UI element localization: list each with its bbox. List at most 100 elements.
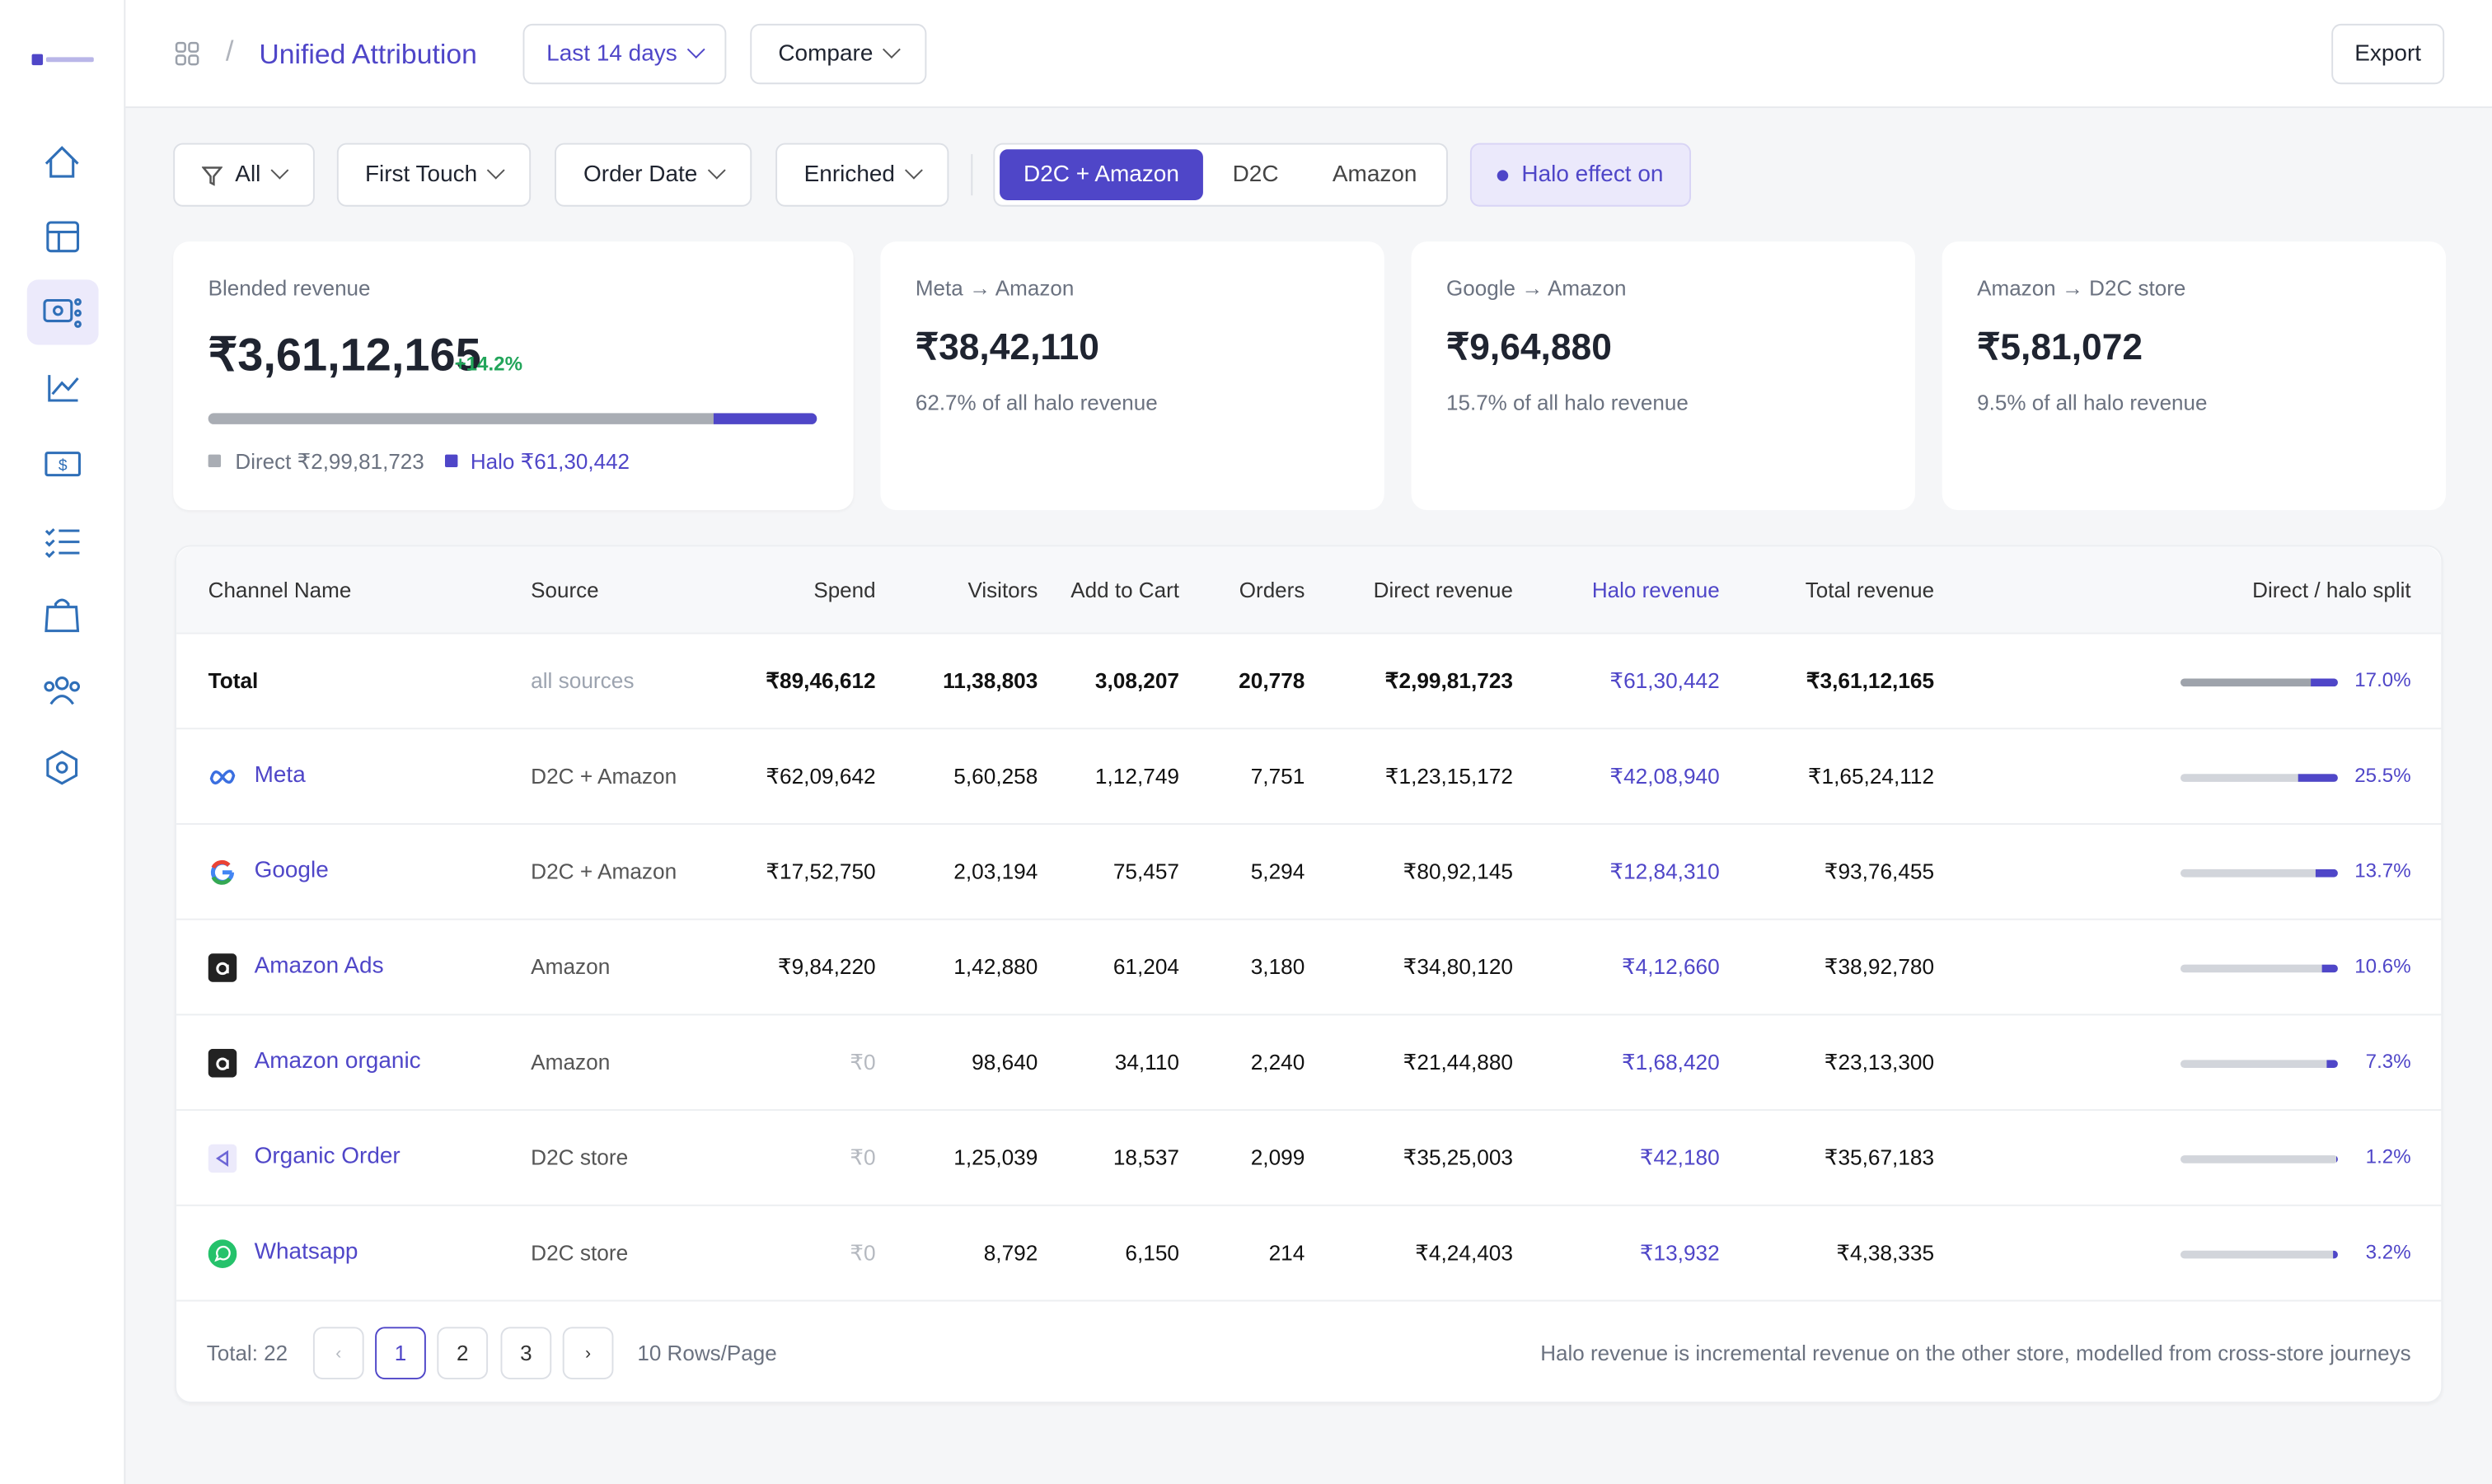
halo-toggle[interactable]: Halo effect on	[1469, 143, 1691, 207]
cell: ₹35,25,003	[1403, 1145, 1513, 1170]
cell[interactable]: Amazon Ads	[254, 953, 384, 979]
split-pct: 25.5%	[2354, 764, 2411, 787]
cell[interactable]: Organic Order	[254, 1144, 400, 1170]
table-row[interactable]: Meta D2C + Amazon ₹62,09,642 5,60,258 1,12,7…	[176, 729, 2442, 825]
date-dropdown[interactable]: Order Date	[555, 143, 752, 207]
column-header[interactable]: Halo revenue	[1591, 578, 1720, 602]
export-button[interactable]: Export	[2331, 23, 2445, 85]
cell: ₹93,76,455	[1824, 859, 1935, 884]
table-row[interactable]: Google D2C + Amazon ₹17,52,750 2,03,194 75,4…	[176, 825, 2442, 920]
cell: ₹0	[850, 1050, 876, 1074]
cell: ₹3,61,12,165	[1806, 668, 1935, 693]
column-header[interactable]: Total revenue	[1805, 578, 1935, 602]
compare-button[interactable]: Compare	[750, 23, 927, 85]
cell: D2C store	[531, 1241, 629, 1266]
column-header[interactable]: Spend	[813, 578, 876, 602]
blend-bar	[208, 413, 817, 424]
column-header[interactable]: Orders	[1239, 578, 1305, 602]
enrich-label: Enriched	[803, 162, 895, 188]
divider	[971, 154, 973, 196]
page-button[interactable]: 1	[375, 1327, 426, 1379]
table-header	[176, 546, 2442, 634]
split-bar	[2180, 1060, 2338, 1068]
cell: 8,792	[983, 1241, 1038, 1266]
cell: 214	[1268, 1241, 1305, 1266]
kpi-value: ₹5,81,072	[1977, 325, 2143, 367]
table-row[interactable]: Amazon Ads Amazon ₹9,84,220 1,42,880 61,204 3…	[176, 920, 2442, 1016]
nav-icons[interactable]: $	[0, 0, 125, 826]
page-button[interactable]: 3	[500, 1327, 552, 1379]
column-header[interactable]: Direct / halo split	[2252, 578, 2411, 602]
column-header[interactable]: Direct revenue	[1373, 578, 1513, 602]
cell: 2,240	[1250, 1050, 1305, 1074]
enrich-dropdown[interactable]: Enriched	[775, 143, 949, 207]
cell[interactable]: Total	[208, 668, 259, 693]
cell: D2C + Amazon	[531, 859, 677, 884]
split-pct: 10.6%	[2354, 955, 2411, 978]
cell: 34,110	[1114, 1050, 1179, 1074]
split-bar-halo	[2311, 678, 2338, 687]
channel-icon	[208, 1144, 237, 1173]
cell: ₹9,84,220	[777, 955, 876, 979]
filter-all[interactable]: All	[173, 143, 315, 207]
split-bar-halo	[2321, 964, 2338, 973]
date-range-button[interactable]: Last 14 days	[522, 23, 727, 85]
column-header[interactable]: Channel Name	[208, 578, 352, 602]
cell: 5,294	[1250, 859, 1305, 884]
table-row[interactable]: Whatsapp D2C store ₹0 8,792 6,150 214 ₹4,24,40…	[176, 1206, 2442, 1302]
legend-direct: Direct ₹2,99,81,723	[235, 449, 424, 474]
column-header[interactable]: Source	[531, 578, 599, 602]
cell: ₹0	[850, 1145, 876, 1170]
chevron	[905, 161, 924, 180]
column-header[interactable]: Add to Cart	[1070, 578, 1179, 602]
table-row[interactable]: Total all sources ₹89,46,612 11,38,803 3,08,…	[176, 634, 2442, 730]
export-label: Export	[2354, 41, 2422, 67]
apps-icon[interactable]	[175, 41, 200, 67]
cell: ₹35,67,183	[1824, 1145, 1935, 1170]
filter-icon	[201, 166, 222, 185]
page-button[interactable]: 2	[437, 1327, 489, 1379]
cell[interactable]: Meta	[254, 762, 306, 789]
cell[interactable]: Google	[254, 858, 329, 884]
legend-halo: Halo ₹61,30,442	[470, 449, 630, 474]
cell: 3,08,207	[1094, 668, 1179, 693]
store-option-active[interactable]: D2C + Amazon	[1000, 149, 1203, 200]
logo	[31, 54, 44, 66]
sidebar: $	[0, 0, 126, 1484]
cell[interactable]: Whatsapp	[254, 1239, 358, 1266]
chevron	[487, 161, 506, 180]
page-button[interactable]: ›	[562, 1327, 614, 1379]
cell: ₹13,932	[1639, 1241, 1720, 1266]
cell: ₹1,23,15,172	[1384, 764, 1513, 789]
table-row[interactable]: Organic Order D2C store ₹0 1,25,039 18,537 2,…	[176, 1111, 2442, 1206]
cell: 11,38,803	[943, 668, 1038, 693]
cell: ₹80,92,145	[1403, 859, 1513, 884]
store-option[interactable]: D2C	[1232, 162, 1279, 188]
chevron	[687, 40, 705, 59]
channel-icon	[210, 859, 235, 885]
cell[interactable]: Amazon organic	[254, 1048, 421, 1074]
rows-per-page[interactable]: 10 Rows/Page	[637, 1341, 777, 1365]
cell: ₹1,68,420	[1621, 1050, 1720, 1074]
date-label: Order Date	[583, 162, 698, 188]
split-bar	[2180, 1155, 2338, 1163]
split-bar	[2180, 678, 2338, 687]
kpi-value: ₹9,64,880	[1445, 325, 1612, 367]
cell: ₹34,80,120	[1403, 955, 1513, 979]
cell: ₹89,46,612	[766, 668, 876, 693]
cell: ₹17,52,750	[766, 859, 876, 884]
cell: D2C store	[531, 1145, 629, 1170]
logo-text	[45, 57, 94, 63]
cell: 61,204	[1112, 955, 1179, 979]
channel-icon	[209, 770, 236, 785]
table-row[interactable]: Amazon organic Amazon ₹0 98,640 34,110 2,240 ₹…	[176, 1015, 2442, 1112]
column-header[interactable]: Visitors	[967, 578, 1038, 602]
touch-dropdown[interactable]: First Touch	[336, 143, 532, 207]
channel-icon	[208, 953, 237, 982]
split-bar-halo	[2298, 774, 2338, 782]
cell: ₹4,24,403	[1415, 1241, 1513, 1266]
store-option[interactable]: Amazon	[1332, 162, 1417, 188]
page-button[interactable]: ‹	[312, 1327, 364, 1379]
split-bar-halo	[2316, 868, 2338, 878]
